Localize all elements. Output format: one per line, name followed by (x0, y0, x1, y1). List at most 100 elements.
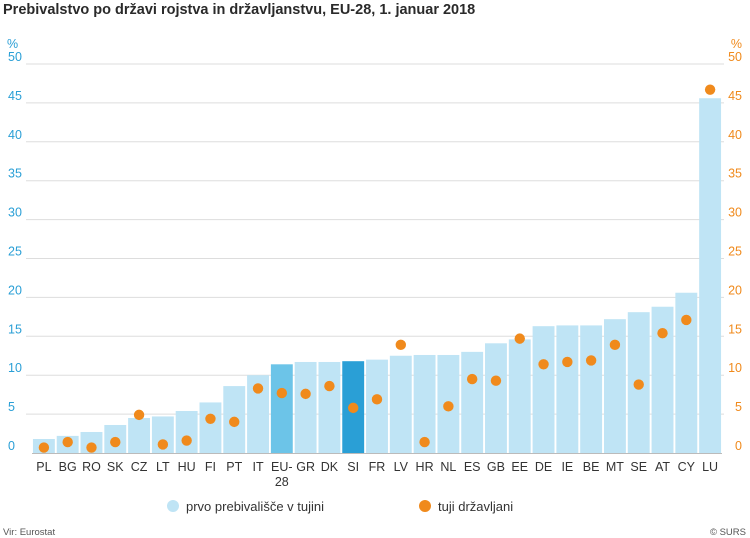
dot-hr (419, 436, 430, 448)
dot-se (633, 379, 644, 390)
dot-pl (38, 442, 50, 453)
x-tick-label: BE (583, 460, 600, 474)
bar-es (461, 351, 484, 453)
dot-gr (300, 388, 311, 400)
bar-ee (508, 339, 531, 453)
dot-ee (514, 333, 525, 344)
bar-de (532, 326, 555, 453)
y-tick-right: 0 (735, 439, 742, 453)
y-tick-left: 35 (8, 167, 22, 181)
chart-title: Prebivalstvo po državi rojstva in državl… (3, 2, 476, 18)
bar-lt (151, 416, 174, 453)
x-tick-label: HU (178, 460, 196, 474)
dot-gb (490, 375, 502, 386)
x-tick-label: IE (561, 460, 573, 474)
bar-ie (556, 325, 579, 453)
y-tick-left: 10 (8, 361, 22, 375)
dot-lu (704, 84, 716, 95)
dot-fr (371, 394, 383, 405)
bar-fr (366, 359, 388, 453)
x-tick-label: MT (606, 460, 624, 474)
dot-ro (86, 442, 97, 453)
y-tick-right: 20 (728, 283, 742, 297)
dot-cz (133, 409, 145, 421)
x-tick-label: NL (440, 460, 456, 474)
y-tick-right: 10 (728, 361, 742, 375)
legend-label: tuji državljani (438, 499, 513, 514)
x-tick-label: BG (59, 460, 77, 474)
dot-es (466, 373, 478, 385)
x-tick-label: SK (107, 460, 124, 474)
dot-pt (229, 416, 240, 428)
y-tick-right: 35 (728, 167, 742, 181)
bar-dk (318, 361, 341, 453)
dot-eu-28 (276, 387, 288, 399)
bar-fi (199, 402, 222, 453)
bar-it (247, 375, 269, 453)
dot-be (585, 355, 597, 366)
y-tick-right: 45 (728, 89, 742, 103)
dot-dk (324, 380, 335, 392)
dot-si (348, 402, 359, 414)
legend-marker (167, 500, 179, 512)
dot-at (657, 327, 668, 339)
y-unit-left: % (7, 37, 18, 51)
axes: 0 0 5 5 10 10 15 15 20 20 25 25 30 30 35 35 40 40 45 45 50 50… (7, 37, 742, 489)
x-tick-label: CZ (131, 460, 148, 474)
y-tick-left: 15 (8, 322, 22, 336)
bar-mt (603, 319, 626, 453)
x-tick-label: ES (464, 460, 481, 474)
dot-hu (181, 435, 192, 446)
y-tick-left: 5 (8, 400, 15, 414)
x-tick-label: DK (321, 460, 339, 474)
bar-gr (294, 361, 317, 453)
x-tick-label: FR (369, 460, 386, 474)
legend: prvo prebivališče v tujini tuji državljan… (167, 499, 513, 514)
y-tick-left: 30 (8, 206, 22, 220)
bar-gb (485, 343, 507, 453)
x-tick-label: 28 (275, 475, 289, 489)
dot-nl (443, 401, 454, 412)
x-tick-label: HR (416, 460, 434, 474)
dot-de (538, 359, 549, 370)
y-tick-left: 50 (8, 50, 22, 64)
dot-mt (609, 339, 621, 351)
x-tick-label: PT (226, 460, 242, 474)
bar-at (651, 306, 674, 453)
bar-lu (699, 98, 722, 454)
legend-marker (419, 500, 431, 512)
y-tick-right: 40 (728, 128, 742, 142)
x-tick-label: DE (535, 460, 552, 474)
x-tick-label: EU- (271, 460, 293, 474)
x-tick-label: RO (82, 460, 101, 474)
legend-label: prvo prebivališče v tujini (186, 499, 324, 514)
dot-bg (62, 436, 73, 448)
x-tick-label: GB (487, 460, 505, 474)
x-tick-label: GR (296, 460, 315, 474)
bar-hu (175, 410, 198, 453)
y-tick-left: 45 (8, 89, 22, 103)
x-tick-label: LV (394, 460, 409, 474)
x-tick-label: FI (205, 460, 216, 474)
dot-it (252, 383, 264, 394)
bar-hr (413, 354, 436, 453)
y-tick-right: 25 (728, 245, 742, 259)
bars-series (32, 98, 722, 454)
x-tick-label: AT (655, 460, 670, 474)
bar-cz (128, 417, 151, 453)
dots-series (38, 84, 716, 453)
x-tick-label: IT (252, 460, 263, 474)
copyright-note: © SURS (709, 527, 746, 538)
source-note: Vir: Eurostat (3, 527, 56, 538)
x-tick-label: CY (678, 460, 696, 474)
y-tick-right: 5 (735, 400, 742, 414)
bar-cy (675, 292, 698, 453)
y-unit-right: % (731, 37, 742, 51)
dot-lt (157, 439, 169, 450)
y-tick-left: 20 (8, 283, 22, 297)
x-tick-label: EE (511, 460, 528, 474)
dot-cy (681, 314, 692, 326)
dot-ie (562, 356, 573, 368)
bar-lv (389, 355, 412, 453)
x-tick-label: LT (156, 460, 170, 474)
